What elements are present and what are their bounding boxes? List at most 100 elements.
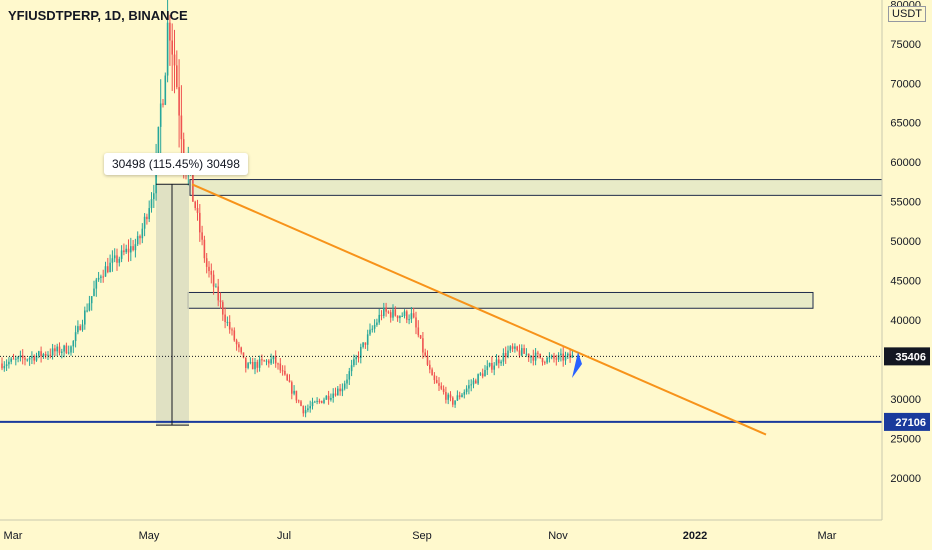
- candle-body: [166, 22, 169, 76]
- candle-body: [102, 276, 104, 278]
- currency-unit: USDT: [888, 6, 926, 22]
- candle-body: [178, 87, 180, 116]
- candle-body: [272, 355, 275, 360]
- descending-trendline[interactable]: [191, 183, 767, 436]
- candle-body: [97, 277, 100, 280]
- candle-body: [35, 355, 38, 361]
- price-label-support: 27106: [895, 417, 926, 429]
- candle-body: [21, 355, 24, 359]
- arrow-annotation: [572, 352, 582, 378]
- price-axis[interactable]: [882, 0, 932, 550]
- candle-body: [249, 362, 252, 364]
- candle-body: [498, 359, 500, 364]
- candle-body: [481, 373, 484, 377]
- candle-body: [401, 315, 403, 317]
- candle-body: [256, 361, 259, 368]
- candle-body: [40, 351, 42, 357]
- candle-body: [61, 351, 63, 353]
- candle-body: [258, 359, 261, 368]
- candle-body: [452, 397, 454, 405]
- candle-body: [357, 357, 360, 359]
- candle-body: [56, 346, 58, 352]
- candle-body: [242, 352, 245, 358]
- candle-body: [113, 255, 116, 259]
- candle-body: [15, 358, 17, 360]
- candle-body: [429, 364, 431, 370]
- candle-body: [562, 353, 564, 361]
- candle-body: [399, 315, 401, 319]
- candle-body: [58, 346, 61, 353]
- candle-body: [77, 326, 79, 333]
- candle-body: [332, 393, 334, 398]
- candle-body: [406, 311, 408, 320]
- candle-body: [199, 212, 201, 233]
- resistance-zone[interactable]: [189, 179, 883, 196]
- candle-body: [26, 359, 29, 361]
- candle-body: [88, 303, 91, 311]
- candle-body: [320, 400, 323, 403]
- candle-body: [504, 353, 507, 358]
- candle-body: [396, 315, 399, 319]
- candle-body: [571, 355, 574, 358]
- candle-body: [270, 359, 272, 364]
- candle-body: [465, 388, 468, 392]
- candle-body: [470, 384, 472, 386]
- candle-body: [231, 329, 233, 331]
- candle-body: [28, 358, 31, 360]
- candle-body: [509, 346, 512, 351]
- candle-body: [44, 353, 47, 356]
- candle-body: [385, 307, 387, 312]
- candle-body: [304, 410, 307, 414]
- y-tick-label: 30000: [890, 394, 921, 406]
- candle-body: [550, 355, 553, 358]
- candle-body: [387, 311, 390, 313]
- x-tick-label: Mar: [4, 530, 23, 542]
- candle-body: [54, 348, 56, 352]
- candle-body: [79, 326, 81, 331]
- candle-body: [346, 379, 348, 384]
- candle-body: [100, 276, 102, 278]
- candle-body: [125, 248, 127, 253]
- candle-body: [484, 370, 486, 377]
- candle-body: [408, 319, 410, 321]
- candle-body: [553, 355, 555, 359]
- candle-body: [3, 365, 6, 369]
- candle-body: [208, 266, 210, 272]
- candle-body: [63, 345, 65, 352]
- candle-body: [33, 356, 35, 361]
- candle-body: [222, 302, 224, 315]
- candle-body: [337, 388, 339, 396]
- candle-body: [291, 382, 293, 394]
- candle-body: [537, 352, 539, 354]
- candle-body: [19, 355, 22, 358]
- candle-body: [348, 371, 351, 380]
- candle-body: [325, 395, 328, 400]
- y-tick-label: 65000: [890, 118, 921, 130]
- y-tick-label: 50000: [890, 236, 921, 248]
- candle-body: [277, 363, 279, 365]
- candle-body: [150, 199, 153, 209]
- candle-body: [364, 342, 367, 345]
- resistance-zone[interactable]: [187, 291, 814, 309]
- candle-body: [539, 353, 541, 358]
- candle-body: [247, 363, 249, 368]
- candle-body: [235, 340, 238, 345]
- candle-body: [394, 309, 397, 316]
- candle-body: [410, 313, 413, 320]
- candle-body: [557, 355, 560, 360]
- candle-body: [141, 228, 144, 239]
- candle-body: [196, 207, 199, 213]
- x-tick-label: Mar: [818, 530, 837, 542]
- candle-body: [233, 330, 236, 341]
- candle-body: [461, 394, 463, 398]
- candle-body: [435, 380, 438, 384]
- candle-body: [431, 369, 433, 376]
- candle-body: [254, 361, 256, 370]
- plot-background: [0, 0, 882, 520]
- candle-body: [360, 346, 362, 358]
- candle-body: [10, 358, 12, 362]
- candle-body: [548, 357, 551, 359]
- candle-body: [93, 288, 95, 297]
- candle-body: [12, 358, 15, 360]
